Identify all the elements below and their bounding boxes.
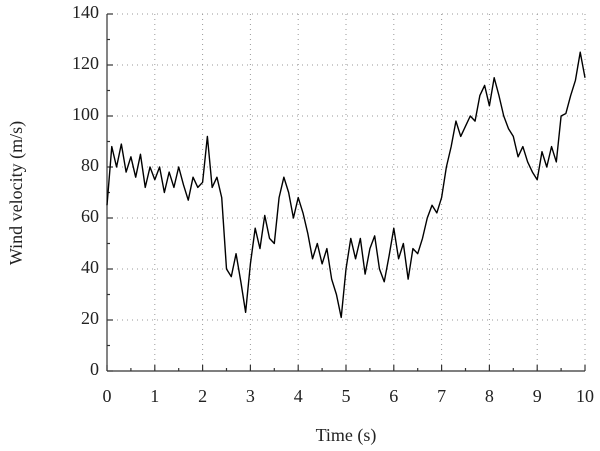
y-tick-label: 80 <box>81 155 99 175</box>
y-tick-label: 40 <box>81 257 99 277</box>
x-tick-label: 9 <box>533 386 542 406</box>
x-tick-label: 1 <box>150 386 159 406</box>
x-tick-label: 0 <box>103 386 112 406</box>
x-tick-label: 3 <box>246 386 255 406</box>
x-tick-label: 8 <box>485 386 494 406</box>
y-tick-label: 100 <box>72 104 99 124</box>
x-tick-label: 5 <box>342 386 351 406</box>
y-tick-label: 20 <box>81 308 99 328</box>
y-axis-label: Wind velocity (m/s) <box>6 121 27 265</box>
x-axis-label: Time (s) <box>316 425 377 446</box>
x-tick-label: 7 <box>437 386 446 406</box>
data-line <box>106 51 586 319</box>
x-tick-label: 4 <box>294 386 303 406</box>
y-tick-label: 120 <box>72 53 99 73</box>
x-tick-label: 6 <box>389 386 398 406</box>
x-tick-label: 10 <box>576 386 594 406</box>
x-tick-label: 2 <box>198 386 207 406</box>
y-tick-label: 60 <box>81 206 99 226</box>
y-tick-label: 140 <box>72 2 99 22</box>
y-tick-label: 0 <box>90 359 99 379</box>
